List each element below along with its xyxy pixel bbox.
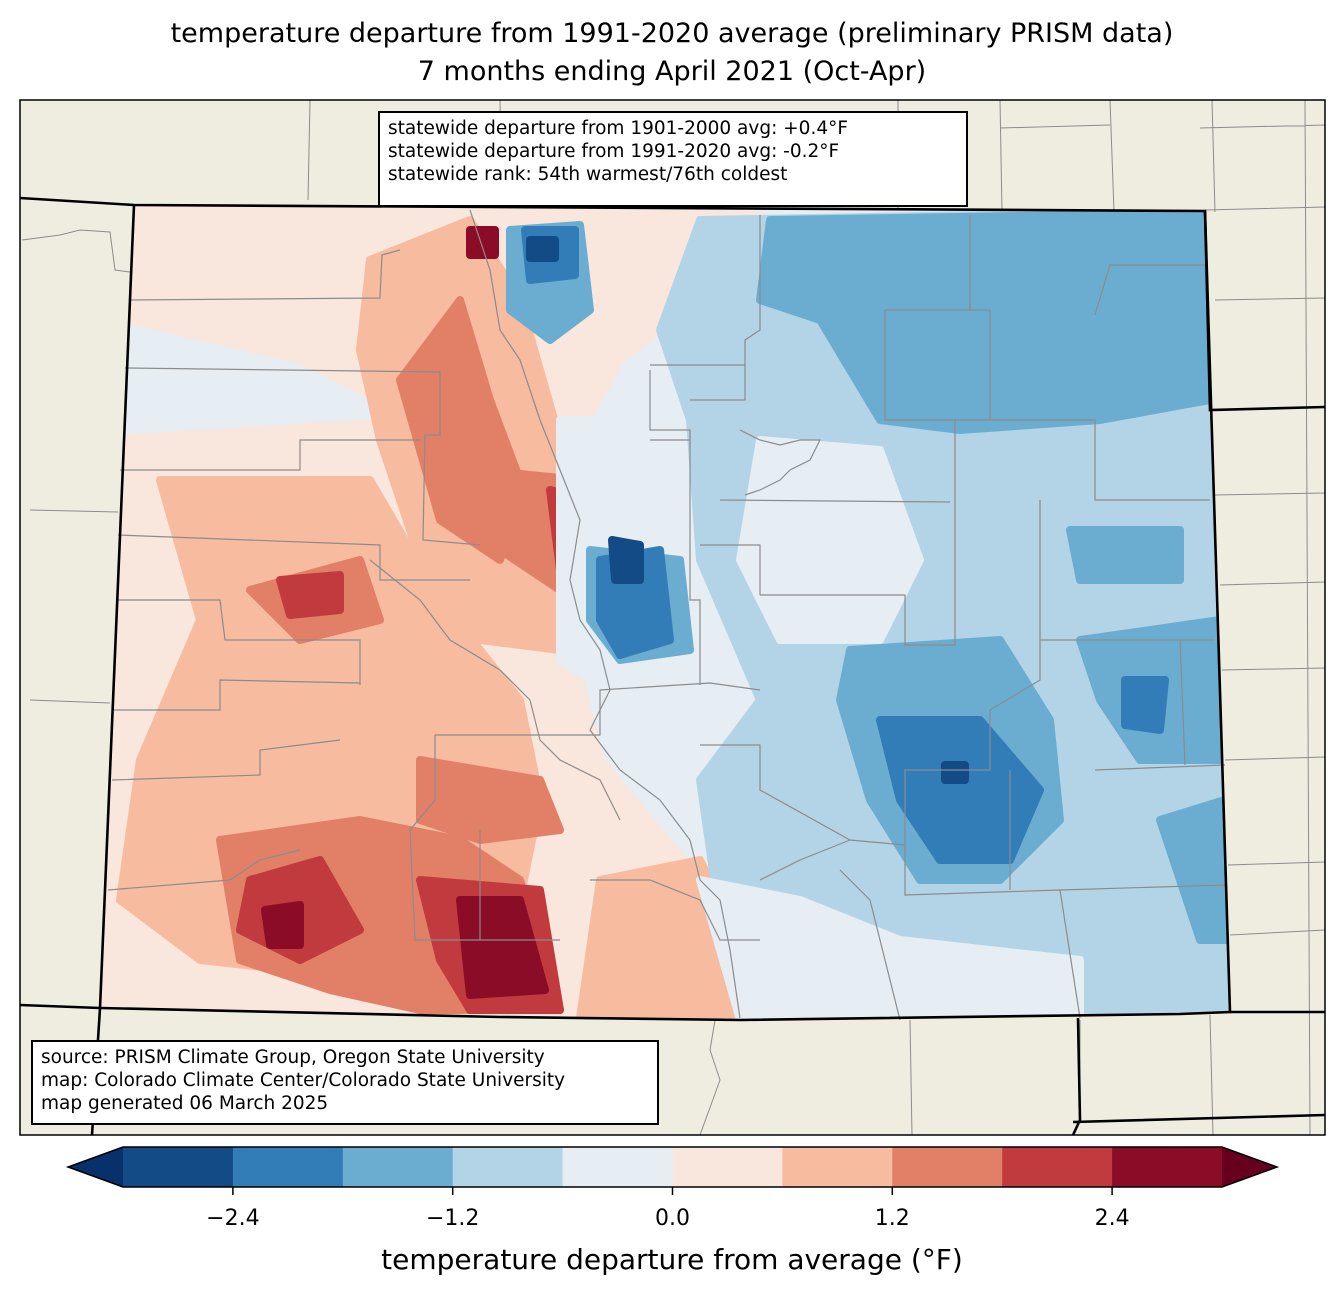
colorbar-tick-label: 1.2 bbox=[874, 1206, 910, 1231]
source-line-generated: map generated 06 March 2025 bbox=[41, 1093, 329, 1114]
chart-title-line2: 7 months ending April 2021 (Oct-Apr) bbox=[417, 56, 927, 87]
colorbar-bin bbox=[123, 1147, 234, 1187]
anomaly-region bbox=[1156, 796, 1230, 944]
colorbar-tick-label: −1.2 bbox=[425, 1206, 480, 1231]
anomaly-region bbox=[608, 536, 644, 584]
source-box: source: PRISM Climate Group, Oregon Stat… bbox=[31, 1040, 659, 1125]
colorbar-bin bbox=[782, 1147, 893, 1187]
colorbar-bin bbox=[672, 1147, 783, 1187]
source-line-prism: source: PRISM Climate Group, Oregon Stat… bbox=[41, 1047, 545, 1068]
anomaly-region bbox=[466, 226, 499, 259]
anomaly-region bbox=[261, 901, 304, 949]
anomaly-region bbox=[696, 876, 1084, 1020]
anomaly-region bbox=[736, 436, 924, 644]
colorbar-bin bbox=[452, 1147, 564, 1187]
anomaly-region bbox=[456, 896, 549, 999]
map-frame bbox=[19, 99, 1326, 1136]
colorbar-bin bbox=[1112, 1147, 1223, 1187]
colorbar-outline bbox=[65, 1146, 1280, 1188]
anomaly-region bbox=[1066, 526, 1184, 584]
source-line-map: map: Colorado Climate Center/Colorado St… bbox=[41, 1070, 566, 1091]
colorado-county-lines bbox=[107, 209, 1226, 1021]
colorbar-tick-label: 0.0 bbox=[655, 1206, 690, 1231]
chart-title-line1: temperature departure from 1991-2020 ave… bbox=[170, 18, 1174, 49]
colorbar bbox=[65, 1146, 1280, 1195]
anomaly-region bbox=[526, 236, 559, 262]
statewide-stats-box: statewide departure from 1901-2000 avg: … bbox=[378, 111, 968, 207]
anomaly-region bbox=[416, 756, 564, 844]
colorbar-bin bbox=[342, 1147, 454, 1187]
anomaly-region bbox=[941, 761, 969, 784]
anomaly-region bbox=[276, 571, 344, 619]
colorbar-over-arrow bbox=[1222, 1147, 1277, 1187]
colorbar-tick-label: −2.4 bbox=[206, 1206, 260, 1231]
stats-line-1991-2020: statewide departure from 1991-2020 avg: … bbox=[388, 141, 840, 162]
colorbar-bin bbox=[892, 1147, 1003, 1187]
temperature-field bbox=[100, 205, 1230, 1020]
colorbar-label: temperature departure from average (°F) bbox=[381, 1243, 963, 1276]
colorbar-bin bbox=[1002, 1147, 1113, 1187]
stats-line-1901-2000: statewide departure from 1901-2000 avg: … bbox=[388, 118, 848, 139]
colorbar-tick-label: 2.4 bbox=[1094, 1206, 1130, 1231]
anomaly-region bbox=[1121, 676, 1169, 734]
colorbar-bin bbox=[562, 1147, 673, 1187]
colorbar-under-arrow bbox=[68, 1147, 123, 1187]
stats-line-rank: statewide rank: 54th warmest/76th coldes… bbox=[388, 164, 788, 185]
colorbar-bin bbox=[232, 1147, 344, 1187]
